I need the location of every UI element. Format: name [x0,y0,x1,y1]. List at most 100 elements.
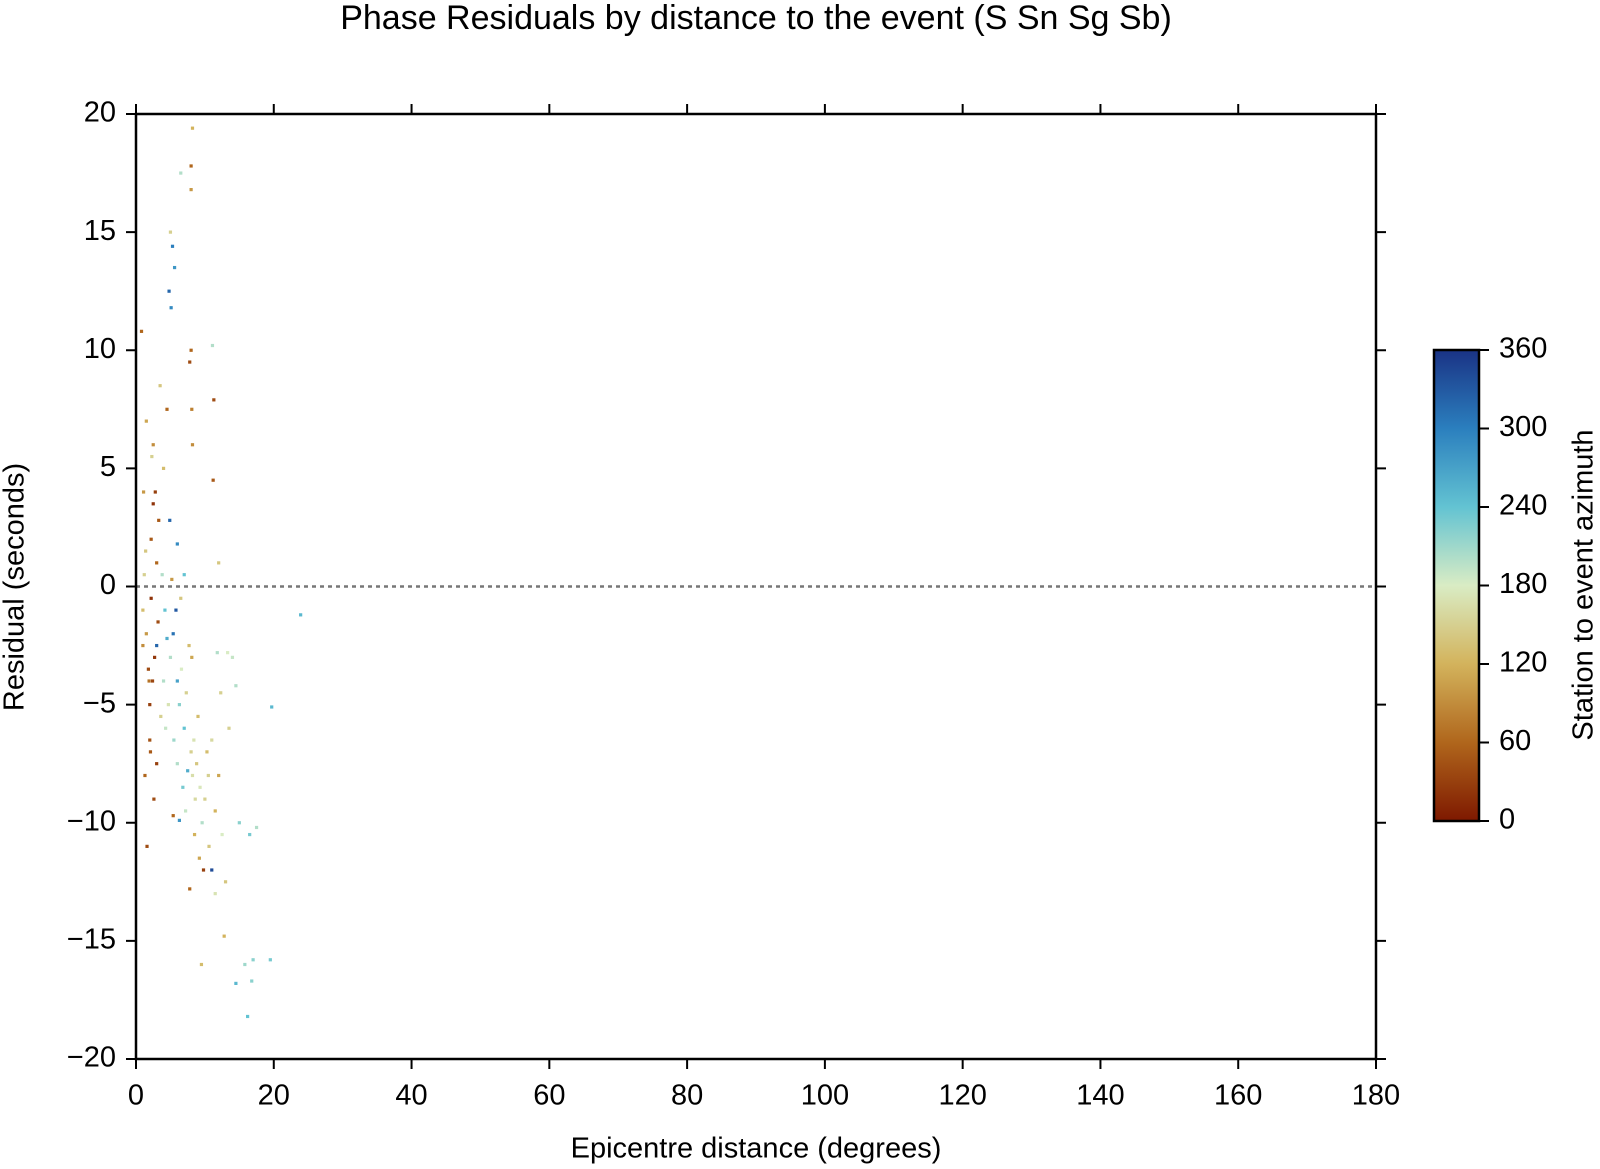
point [190,655,194,659]
point [195,762,199,766]
point [148,703,152,707]
point [213,809,217,813]
x-tick-label: 140 [1076,1080,1124,1112]
point [210,343,215,348]
point [213,892,217,896]
point [211,478,215,482]
x-tick-label: 80 [671,1080,703,1112]
x-tick-label: 0 [128,1080,144,1112]
point [150,454,154,459]
point [174,608,178,612]
point [268,958,272,962]
y-tick-label: −15 [67,924,116,956]
point [190,407,194,411]
x-tick-label: 120 [938,1080,986,1112]
point [189,348,193,352]
point [222,934,226,938]
point [199,962,204,967]
point [151,502,155,506]
point [192,832,197,837]
point [175,679,179,683]
point [149,596,153,600]
point [179,171,183,175]
point [234,981,238,985]
point [161,679,166,683]
point [190,126,195,130]
point [220,832,224,837]
y-tick-label: 0 [100,569,116,601]
point [217,773,221,778]
point [219,691,223,695]
colorbar-tick-label: 0 [1499,804,1515,836]
point [150,679,155,683]
point [148,738,152,742]
point [182,573,186,577]
point [144,419,148,423]
point [250,979,254,983]
y-tick-label: 5 [100,451,116,483]
point [189,750,193,754]
point [226,651,230,655]
point [184,691,188,695]
point [146,667,150,671]
point [189,188,193,192]
colorbar-tick-label: 240 [1499,490,1547,522]
point [141,643,145,648]
point [175,762,179,766]
point [179,596,183,600]
point [299,613,303,617]
point [189,164,193,168]
point [186,769,190,773]
point [175,542,179,546]
point [164,726,168,730]
point [230,655,235,659]
point [205,750,209,754]
point [187,643,191,648]
point [210,868,214,872]
point [169,306,173,310]
colorbar-tick-label: 60 [1499,725,1531,757]
point [153,490,157,494]
point [144,549,148,553]
point [184,809,188,813]
y-tick-label: −10 [67,805,116,837]
x-tick-label: 20 [258,1080,290,1112]
point [270,705,274,709]
point [144,632,148,636]
colorbar-tick-label: 360 [1499,333,1547,365]
point [171,632,175,636]
point [143,773,147,778]
point [182,726,186,730]
point [168,518,172,522]
point [212,398,216,402]
point [159,714,163,719]
point [171,814,175,818]
y-tick-label: 20 [84,97,116,129]
point [207,844,211,848]
point [163,608,167,612]
point [201,868,206,872]
point [155,561,159,565]
point [197,856,201,860]
point [246,1014,250,1019]
point [166,703,170,707]
point [168,230,173,234]
point [148,750,153,754]
point [141,608,145,612]
point [165,407,169,411]
x-tick-label: 100 [801,1080,849,1112]
chart-title: Phase Residuals by distance to the event… [340,0,1172,37]
point [167,289,171,293]
point [151,443,155,447]
point [153,655,157,659]
point [181,785,185,789]
colorbar-tick-label: 180 [1499,568,1547,600]
point [188,360,192,364]
colorbar-tick-label: 300 [1499,411,1547,443]
point [190,773,195,778]
point [206,773,210,778]
point [198,785,202,789]
point [237,821,241,825]
point [152,797,156,801]
